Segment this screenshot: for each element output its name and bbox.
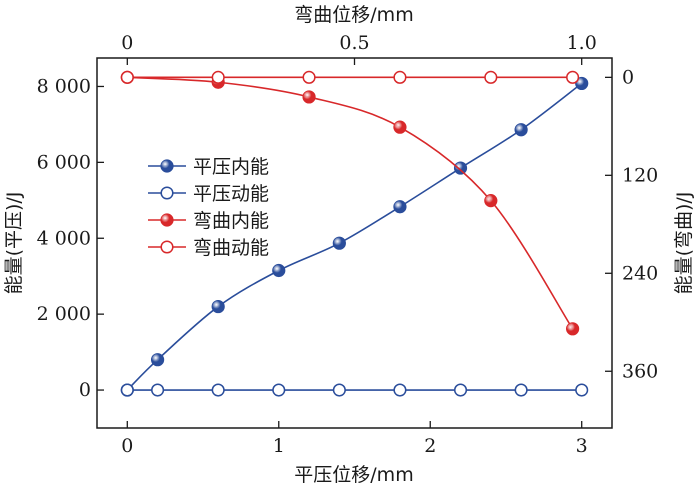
y-axis-title: 能量(平压)/J [3,192,25,295]
series-1 [120,383,589,397]
x-tick-label: 0 [121,435,133,457]
y-tick-label: 8 000 [37,75,91,97]
y2-tick-label: 360 [622,360,658,382]
data-point [332,236,346,250]
x-tick-label: 3 [576,435,588,457]
legend-label: 弯曲内能 [193,210,269,232]
y2-tick-label: 240 [622,262,658,284]
legend-label: 平压动能 [193,183,269,205]
x-axis-title: 平压位移/mm [294,464,413,486]
data-point [484,70,498,84]
data-point [514,123,528,137]
data-point [151,383,165,397]
data-point [332,383,346,397]
legend-marker [160,186,174,200]
data-point [393,120,407,134]
data-point [393,383,407,397]
data-point [453,383,468,397]
data-point [211,299,225,314]
x-tick-label: 1 [273,435,285,457]
x2-tick-label: 0.5 [339,32,369,54]
x-tick-label: 2 [424,435,436,457]
y2-tick-label: 0 [622,66,634,88]
data-point [272,263,286,278]
legend-marker [160,213,174,227]
data-point [272,383,286,397]
data-point [211,383,225,397]
series-layer [120,70,589,397]
plot-frame [96,57,613,429]
y-tick-label: 2 000 [37,303,91,325]
legend-marker [160,240,174,254]
data-point [120,383,134,397]
legend-item: 平压动能 [148,183,269,205]
data-point [120,70,134,84]
data-point [302,70,316,84]
y2-tick-label: 120 [622,164,658,186]
data-point [150,353,165,367]
data-point [211,70,225,84]
legend-item: 平压内能 [148,156,269,178]
legend-item: 弯曲内能 [148,210,269,232]
y2-axis-title: 能量(弯曲)/J [673,192,695,295]
series-3 [120,70,580,84]
legend-label: 平压内能 [193,156,269,178]
x2-tick-label: 1.0 [567,32,597,54]
data-point [484,194,498,208]
data-point [393,200,407,214]
data-point [566,70,580,84]
data-point [575,76,589,91]
data-point [302,90,316,104]
series-2 [120,70,580,336]
legend-label: 弯曲动能 [193,237,269,259]
y-tick-label: 6 000 [37,151,91,173]
data-point [566,322,580,336]
data-point [575,383,589,397]
data-point [514,383,528,397]
x2-axis-title: 弯曲位移/mm [294,4,413,26]
data-point [393,70,407,84]
data-point [453,161,468,175]
y-tick-label: 4 000 [37,227,91,249]
y-tick-label: 0 [79,379,91,401]
legend-marker [160,159,174,173]
ticks-layer: 0 1 2 3 0 0.5 1.0 0 2 000 4 000 6 000 8 000 0 120 240 3… [37,32,659,457]
legend-item: 弯曲动能 [148,237,269,259]
x2-tick-label: 0 [121,32,133,54]
